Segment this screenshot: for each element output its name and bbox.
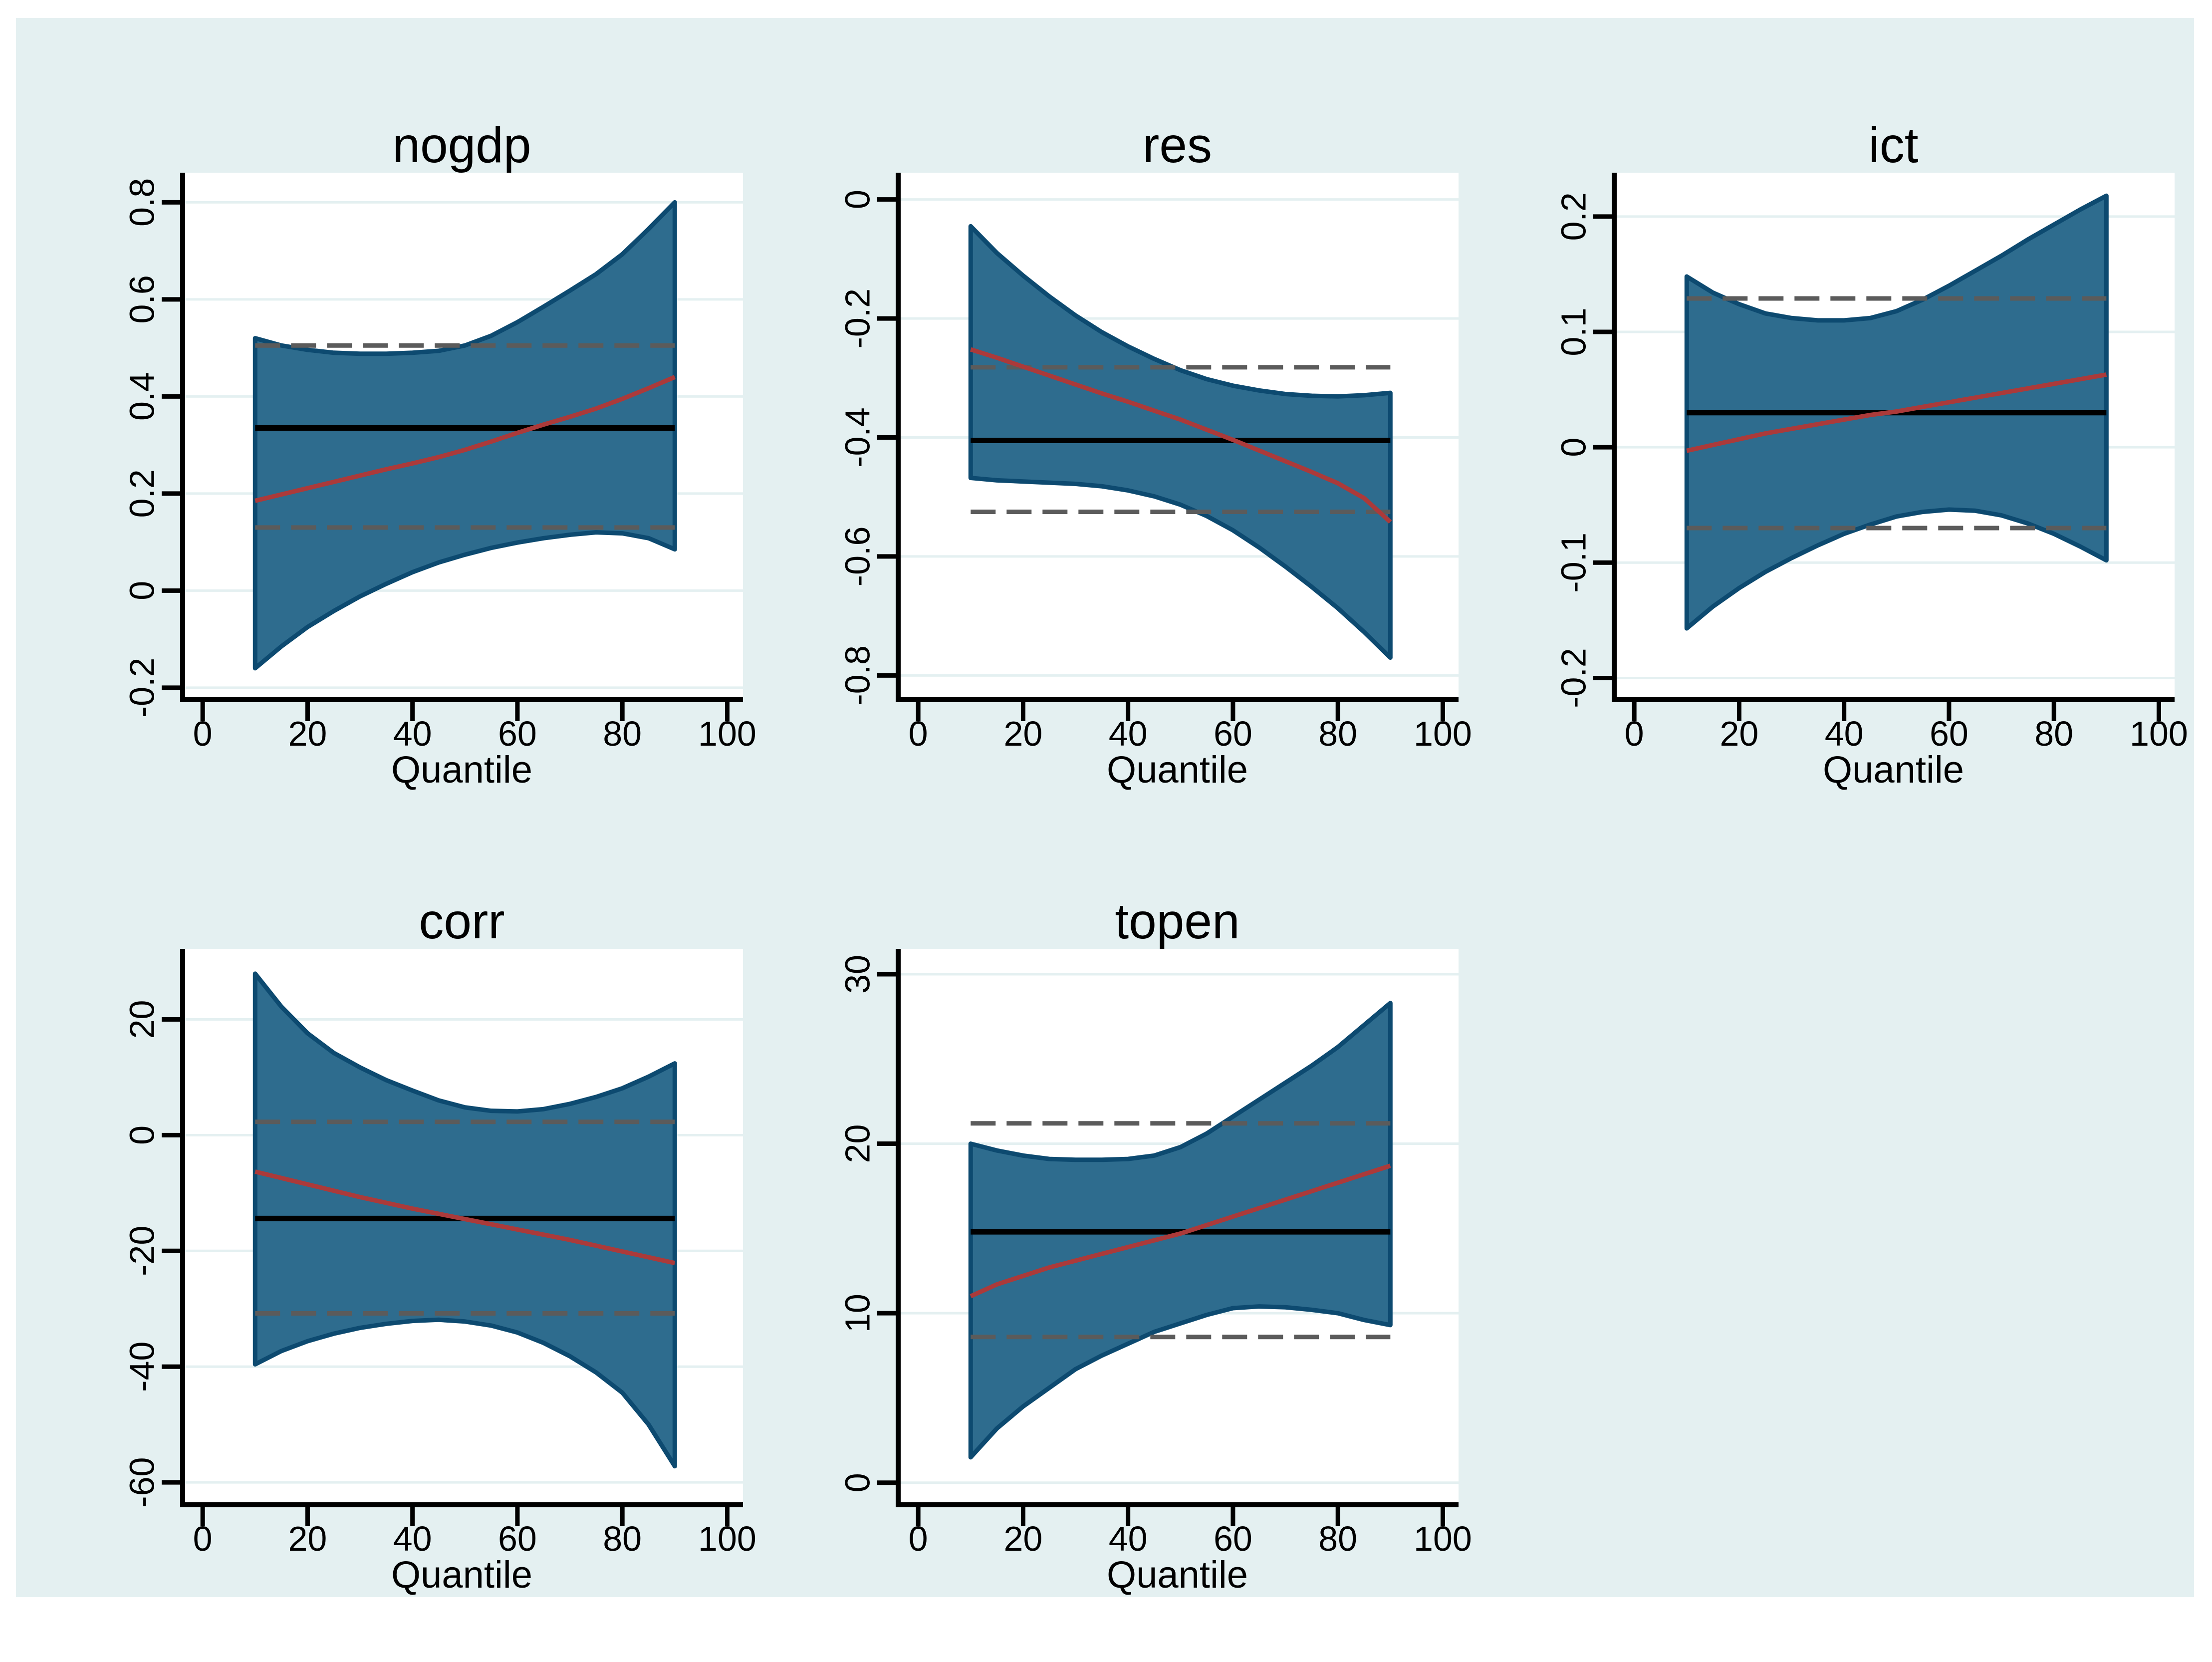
svg-text:0: 0	[123, 1125, 162, 1145]
svg-text:100: 100	[1414, 1519, 1472, 1558]
svg-text:0.8: 0.8	[123, 178, 162, 227]
subplot-title-corr: corr	[419, 893, 505, 949]
svg-text:80: 80	[603, 1519, 642, 1558]
x-axis-label-nogdp: Quantile	[391, 749, 533, 791]
svg-text:0: 0	[193, 714, 213, 753]
svg-text:0: 0	[1625, 714, 1644, 753]
svg-text:0.2: 0.2	[1554, 192, 1593, 241]
subplot-title-nogdp: nogdp	[392, 117, 531, 173]
svg-text:0: 0	[193, 1519, 213, 1558]
chart-area-res: 0 -0.2 -0.4 -0.6 -0.8 0 20 40 60 80 100	[838, 173, 1472, 753]
subplot-topen: topen 30 20 10 0 0 20 40 60 80 100 Quantile	[781, 876, 1483, 1662]
svg-text:-40: -40	[123, 1342, 162, 1392]
subplot-res: res 0 -0.2 -0.4 -0.6 -0.8 0 20 40 60 80 100 Quanti…	[781, 100, 1483, 857]
svg-text:-0.1: -0.1	[1554, 533, 1593, 593]
svg-text:0: 0	[838, 190, 877, 209]
svg-text:40: 40	[1109, 1519, 1148, 1558]
svg-text:0: 0	[909, 1519, 928, 1558]
subplot-title-ict: ict	[1868, 117, 1919, 173]
svg-text:100: 100	[698, 714, 756, 753]
x-axis-label-ict: Quantile	[1822, 749, 1965, 791]
svg-text:60: 60	[1214, 1519, 1252, 1558]
svg-text:40: 40	[393, 714, 432, 753]
svg-text:20: 20	[123, 1000, 162, 1039]
svg-text:80: 80	[1318, 1519, 1357, 1558]
svg-text:40: 40	[1825, 714, 1864, 753]
graph-canvas: nogdp 0.8 0.6 0.4 0.2 0 -0.2 0 20 40 60 80 100 Quan…	[16, 18, 2194, 1597]
x-axis-label-corr: Quantile	[391, 1554, 533, 1596]
chart-area-ict: 0.2 0.1 0 -0.1 -0.2 0 20 40 60 80 100	[1554, 173, 2188, 753]
svg-text:-0.6: -0.6	[838, 527, 877, 587]
svg-text:-20: -20	[123, 1226, 162, 1276]
svg-text:0.2: 0.2	[123, 469, 162, 518]
svg-text:-0.8: -0.8	[838, 645, 877, 706]
svg-text:20: 20	[838, 1124, 877, 1163]
chart-area-corr: 20 0 -20 -40 -60 0 20 40 60 80 100	[123, 949, 756, 1558]
subplot-title-res: res	[1143, 117, 1212, 173]
svg-text:40: 40	[393, 1519, 432, 1558]
svg-text:60: 60	[498, 714, 537, 753]
svg-text:80: 80	[2034, 714, 2073, 753]
svg-text:-0.4: -0.4	[838, 407, 877, 468]
svg-text:100: 100	[1414, 714, 1472, 753]
subplot-nogdp: nogdp 0.8 0.6 0.4 0.2 0 -0.2 0 20 40 60 80 100 Quan…	[66, 100, 768, 857]
svg-text:60: 60	[1930, 714, 1968, 753]
svg-text:0.6: 0.6	[123, 275, 162, 323]
subplot-title-topen: topen	[1115, 893, 1240, 949]
svg-text:-0.2: -0.2	[1554, 648, 1593, 708]
svg-text:80: 80	[603, 714, 642, 753]
svg-text:100: 100	[2130, 714, 2188, 753]
svg-text:20: 20	[1003, 1519, 1042, 1558]
svg-text:20: 20	[1003, 714, 1042, 753]
svg-text:60: 60	[1214, 714, 1252, 753]
svg-text:0: 0	[123, 581, 162, 600]
svg-text:40: 40	[1109, 714, 1148, 753]
svg-text:0: 0	[838, 1473, 877, 1492]
svg-text:-0.2: -0.2	[838, 288, 877, 349]
chart-area-nogdp: 0.8 0.6 0.4 0.2 0 -0.2 0 20 40 60 80 100	[123, 173, 756, 753]
svg-text:60: 60	[498, 1519, 537, 1558]
figure: nogdp 0.8 0.6 0.4 0.2 0 -0.2 0 20 40 60 80 100 Quan…	[16, 18, 2194, 1597]
svg-text:20: 20	[288, 1519, 327, 1558]
svg-text:0: 0	[1554, 438, 1593, 457]
svg-text:30: 30	[838, 955, 877, 994]
svg-text:0.4: 0.4	[123, 372, 162, 421]
svg-text:80: 80	[1318, 714, 1357, 753]
x-axis-label-res: Quantile	[1106, 749, 1248, 791]
subplot-corr: corr 20 0 -20 -40 -60 0 20 40 60 80 100 Quantile	[66, 876, 768, 1662]
svg-text:20: 20	[288, 714, 327, 753]
svg-text:0.1: 0.1	[1554, 307, 1593, 356]
svg-text:20: 20	[1720, 714, 1758, 753]
svg-text:-60: -60	[123, 1457, 162, 1508]
x-axis-label-topen: Quantile	[1106, 1554, 1248, 1596]
subplot-ict: ict 0.2 0.1 0 -0.1 -0.2 0 20 40 60 80 100 Quantile	[1497, 100, 2200, 857]
svg-text:0: 0	[909, 714, 928, 753]
svg-text:10: 10	[838, 1294, 877, 1333]
svg-text:-0.2: -0.2	[123, 658, 162, 718]
svg-text:100: 100	[698, 1519, 756, 1558]
